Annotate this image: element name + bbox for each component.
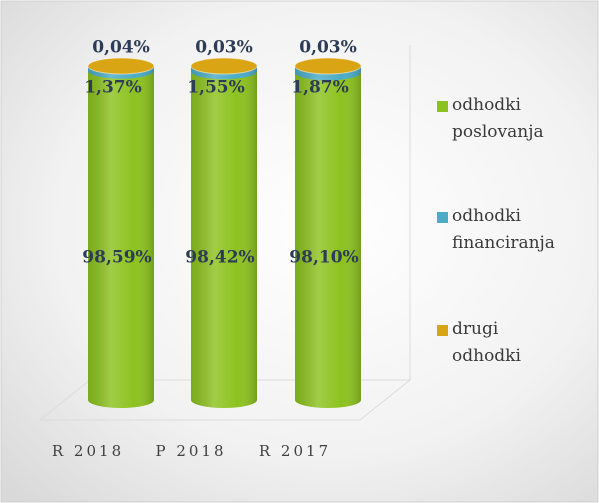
x-tick-label: P 2018 <box>155 442 226 460</box>
legend-swatch <box>437 212 448 223</box>
shading <box>191 71 257 409</box>
value-label: 98,42% <box>185 248 254 268</box>
cylinder-top <box>87 57 155 75</box>
legend-label: odhodki financiranja <box>452 206 555 253</box>
cylinder-top <box>294 57 362 75</box>
shading <box>88 70 154 408</box>
x-tick-label: R 2017 <box>259 442 331 460</box>
legend-item: drugi odhodki <box>437 316 567 370</box>
value-label: 0,03% <box>195 38 253 58</box>
value-label: 1,87% <box>291 78 349 98</box>
legend-label: drugi odhodki <box>452 319 521 366</box>
legend-swatch <box>437 101 448 112</box>
legend-item: odhodki poslovanja <box>437 92 567 146</box>
value-label: 1,37% <box>84 78 142 98</box>
cylinder-top <box>190 57 258 75</box>
legend-item: odhodki financiranja <box>437 203 567 257</box>
value-label: 98,10% <box>289 248 358 268</box>
floor-wall <box>38 45 412 421</box>
value-label: 0,04% <box>92 38 150 58</box>
value-label: 98,59% <box>82 248 151 268</box>
legend-label: odhodki poslovanja <box>452 95 544 142</box>
shading <box>295 72 361 408</box>
legend-swatch <box>437 325 448 336</box>
value-label: 1,55% <box>187 78 245 98</box>
x-tick-label: R 2018 <box>52 442 124 460</box>
value-label: 0,03% <box>299 38 357 58</box>
